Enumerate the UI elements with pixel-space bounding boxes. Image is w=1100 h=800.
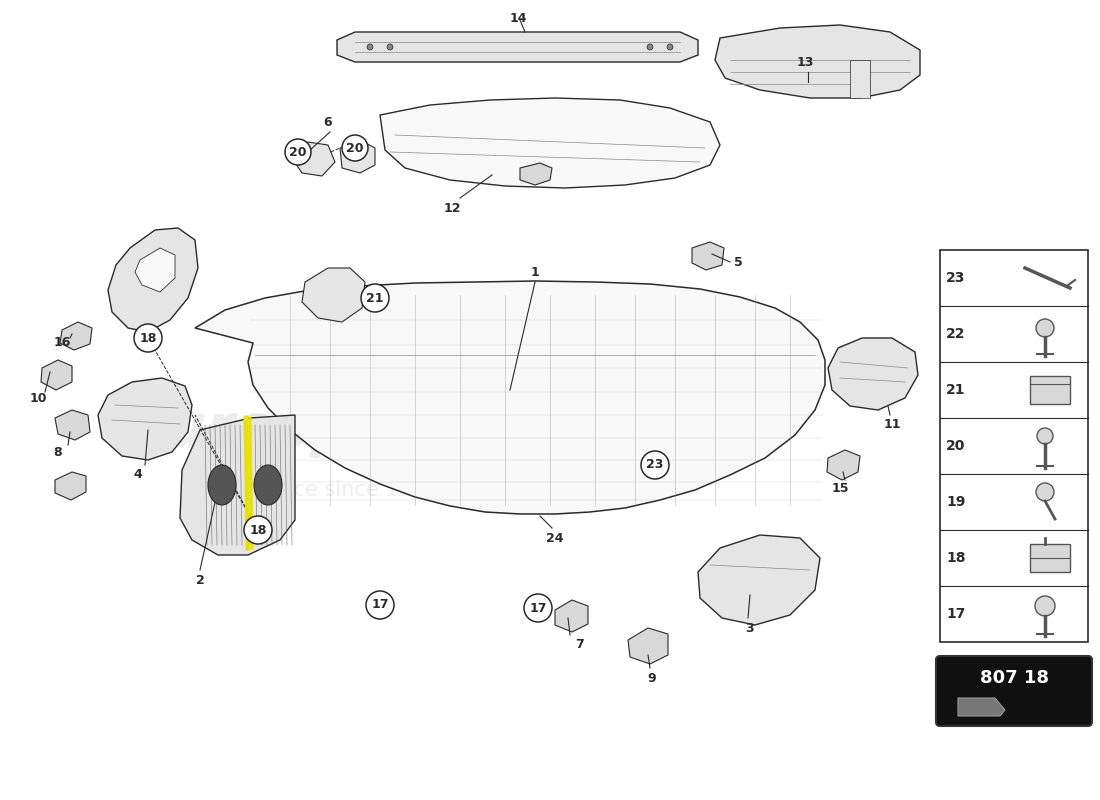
Circle shape bbox=[366, 591, 394, 619]
Text: 3: 3 bbox=[746, 622, 755, 634]
Text: 13: 13 bbox=[796, 55, 814, 69]
Polygon shape bbox=[60, 322, 92, 350]
Polygon shape bbox=[379, 98, 720, 188]
Circle shape bbox=[244, 516, 272, 544]
Text: 1: 1 bbox=[530, 266, 539, 278]
Text: 18: 18 bbox=[946, 551, 966, 565]
Text: 17: 17 bbox=[529, 602, 547, 614]
Text: 4: 4 bbox=[133, 469, 142, 482]
Circle shape bbox=[1037, 428, 1053, 444]
Text: eurospares: eurospares bbox=[125, 402, 495, 458]
Text: 24: 24 bbox=[547, 531, 563, 545]
Polygon shape bbox=[180, 415, 295, 555]
Circle shape bbox=[524, 594, 552, 622]
Ellipse shape bbox=[208, 465, 236, 505]
Polygon shape bbox=[302, 268, 365, 322]
Text: 7: 7 bbox=[575, 638, 584, 651]
FancyBboxPatch shape bbox=[936, 656, 1092, 726]
Text: 19: 19 bbox=[946, 495, 966, 509]
Polygon shape bbox=[698, 535, 820, 625]
Text: 23: 23 bbox=[946, 271, 966, 285]
Circle shape bbox=[641, 451, 669, 479]
Text: 807 18: 807 18 bbox=[979, 669, 1048, 687]
Polygon shape bbox=[337, 32, 698, 62]
Polygon shape bbox=[340, 140, 375, 173]
Text: 2: 2 bbox=[196, 574, 205, 586]
Circle shape bbox=[361, 284, 389, 312]
Polygon shape bbox=[55, 472, 86, 500]
Polygon shape bbox=[98, 378, 192, 460]
Polygon shape bbox=[958, 698, 1005, 716]
Polygon shape bbox=[556, 600, 588, 632]
Text: 21: 21 bbox=[366, 291, 384, 305]
Polygon shape bbox=[850, 60, 870, 98]
Bar bbox=[940, 250, 1088, 642]
Polygon shape bbox=[520, 163, 552, 185]
Bar bbox=[1030, 376, 1070, 404]
Text: 8: 8 bbox=[54, 446, 63, 459]
Text: 21: 21 bbox=[946, 383, 966, 397]
Polygon shape bbox=[827, 450, 860, 480]
Polygon shape bbox=[692, 242, 724, 270]
Text: 6: 6 bbox=[323, 115, 332, 129]
Text: 20: 20 bbox=[946, 439, 966, 453]
Circle shape bbox=[647, 44, 653, 50]
Text: 14: 14 bbox=[509, 11, 527, 25]
Text: 10: 10 bbox=[30, 391, 46, 405]
Polygon shape bbox=[828, 338, 918, 410]
Text: 20: 20 bbox=[346, 142, 364, 154]
Text: 16: 16 bbox=[53, 335, 70, 349]
Circle shape bbox=[1036, 483, 1054, 501]
Polygon shape bbox=[195, 281, 825, 514]
Text: 20: 20 bbox=[289, 146, 307, 158]
Text: 17: 17 bbox=[946, 607, 966, 621]
Polygon shape bbox=[628, 628, 668, 664]
Text: 22: 22 bbox=[946, 327, 966, 341]
Polygon shape bbox=[41, 360, 72, 390]
Circle shape bbox=[134, 324, 162, 352]
Text: 11: 11 bbox=[883, 418, 901, 431]
Text: 17: 17 bbox=[372, 598, 388, 611]
Polygon shape bbox=[108, 228, 198, 332]
Text: a parts place since 1995: a parts place since 1995 bbox=[182, 480, 438, 500]
Circle shape bbox=[1036, 319, 1054, 337]
Circle shape bbox=[285, 139, 311, 165]
Circle shape bbox=[342, 135, 369, 161]
Text: 23: 23 bbox=[647, 458, 663, 471]
Text: 12: 12 bbox=[443, 202, 461, 214]
Polygon shape bbox=[290, 142, 336, 176]
Text: 18: 18 bbox=[140, 331, 156, 345]
Polygon shape bbox=[715, 25, 920, 98]
Polygon shape bbox=[55, 410, 90, 440]
Text: 5: 5 bbox=[734, 255, 742, 269]
Circle shape bbox=[387, 44, 393, 50]
Text: 9: 9 bbox=[648, 671, 657, 685]
Polygon shape bbox=[135, 248, 175, 292]
Text: 18: 18 bbox=[250, 523, 266, 537]
Text: 15: 15 bbox=[832, 482, 849, 494]
Bar bbox=[1030, 544, 1070, 572]
Circle shape bbox=[367, 44, 373, 50]
Circle shape bbox=[667, 44, 673, 50]
Ellipse shape bbox=[254, 465, 282, 505]
Circle shape bbox=[1035, 596, 1055, 616]
